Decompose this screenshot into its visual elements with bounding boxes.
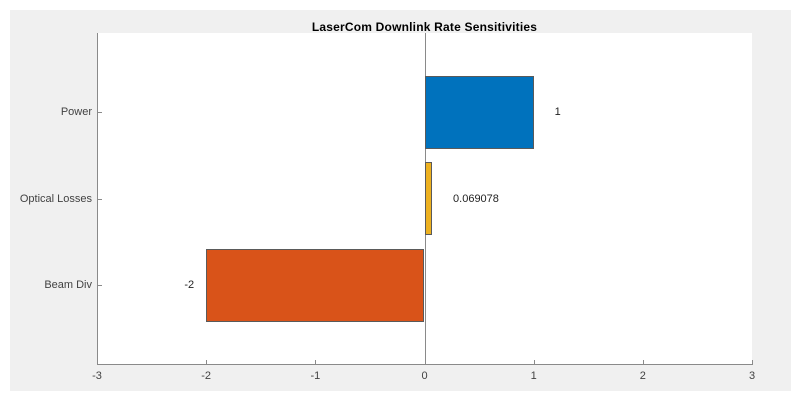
chart-title: LaserCom Downlink Rate Sensitivities bbox=[311, 20, 538, 34]
bar-value-label: -2 bbox=[184, 279, 195, 291]
bar-value-label: 1 bbox=[554, 106, 561, 118]
y-axis-tick bbox=[97, 285, 102, 286]
x-tick-label: 0 bbox=[421, 370, 428, 382]
y-axis-tick bbox=[97, 112, 102, 113]
x-axis-line bbox=[97, 364, 753, 365]
y-axis-tick bbox=[97, 198, 102, 200]
x-tick-label: -2 bbox=[201, 370, 212, 382]
x-tick-label: 2 bbox=[639, 370, 646, 382]
bar-beam-div bbox=[206, 248, 425, 322]
y-tick-label: Beam Div bbox=[44, 279, 92, 291]
bar-value-label: 0.069078 bbox=[453, 192, 499, 205]
x-axis-tick bbox=[642, 360, 644, 365]
plot-area: 1 Power 0.069078 Optical Losses -2 Beam Div -3… bbox=[20, 33, 755, 382]
y-axis-line bbox=[97, 33, 98, 365]
bar-power bbox=[424, 75, 534, 149]
x-tick-label: -1 bbox=[310, 370, 321, 382]
x-axis-tick bbox=[752, 360, 753, 365]
x-tick-label: -3 bbox=[92, 370, 102, 382]
x-tick-label: 3 bbox=[748, 370, 756, 382]
y-tick-label: Optical Losses bbox=[19, 192, 92, 205]
bar-optical-losses bbox=[424, 162, 433, 235]
x-axis-tick bbox=[424, 360, 426, 365]
x-axis-tick bbox=[315, 360, 317, 365]
x-tick-label: 1 bbox=[530, 370, 537, 382]
figure-canvas: LaserCom Downlink Rate Sensitivities 1 Po… bbox=[10, 10, 791, 391]
y-tick-label: Power bbox=[60, 106, 92, 118]
x-axis-tick bbox=[206, 360, 208, 365]
x-axis-tick bbox=[533, 360, 535, 365]
